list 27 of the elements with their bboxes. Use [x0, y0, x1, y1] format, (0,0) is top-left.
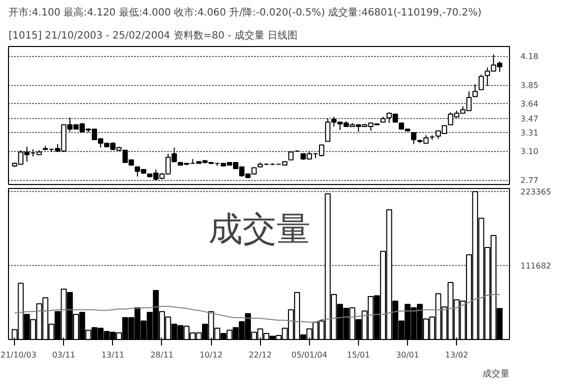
line-series: [14, 294, 500, 323]
text: 成交量: [482, 368, 510, 380]
x-tick-label: 10/12: [200, 350, 223, 360]
chart-title: 开市:4.100 最高:4.120 最低:4.000 收市:4.060 升/降:-0.020(-0.5%) 成交量:46801(-110199,-70.2%): [8, 6, 482, 18]
x-tick-label: 30/01: [396, 350, 420, 360]
y-tick-label: 111682: [520, 262, 552, 271]
y-tick-label: 3.10: [520, 147, 538, 156]
x-tick-label: 15/01: [346, 350, 370, 360]
y-tick-label: 3.31: [520, 128, 538, 138]
chart-subtitle: [1015] 21/10/2003 - 25/02/2004 资料数=80 - 成交量 日线图: [8, 30, 298, 42]
x-tick-label: 21/10/03: [0, 350, 36, 360]
x-tick-label: 13/11: [101, 350, 124, 360]
x-tick-label: 13/02: [445, 350, 468, 360]
candlestick: [411, 132, 416, 145]
y-tick-label: 3.85: [520, 81, 538, 90]
candlestick: [472, 84, 478, 98]
x-tick-label: 22/12: [248, 350, 272, 360]
y-tick-label: 2.77: [520, 176, 538, 186]
y-tick-label: 3.47: [520, 114, 538, 124]
x-tick-label: 03/11: [52, 350, 76, 360]
x-tick-label: 05/01/04: [291, 350, 328, 360]
y-tick-label: 4.18: [520, 52, 538, 62]
x-tick-label: 28/11: [150, 350, 174, 360]
y-tick-label: 3.64: [520, 100, 538, 109]
candlestick: [478, 74, 484, 90]
y-tick-label: 223365: [520, 188, 552, 197]
annotation: 成交量: [208, 210, 310, 250]
